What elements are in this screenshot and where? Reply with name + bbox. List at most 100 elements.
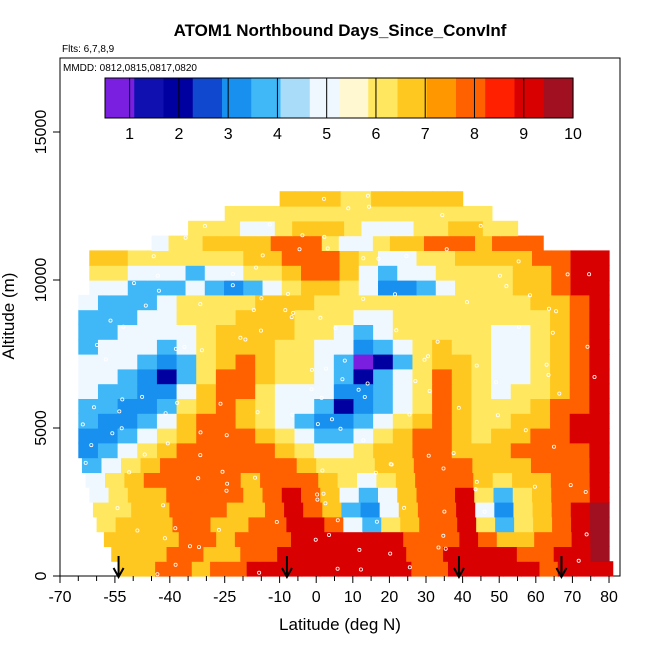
heatmap-cell [589, 383, 610, 399]
heatmap-cell [176, 294, 197, 311]
colorbar-swatch [280, 78, 311, 118]
heatmap-cell [151, 235, 170, 251]
heatmap-cell [301, 561, 321, 577]
heatmap-cell [491, 457, 513, 473]
heatmap-cell [338, 561, 358, 577]
observation-point [220, 469, 225, 474]
heatmap-cell [412, 294, 433, 311]
heatmap-cell [552, 531, 573, 547]
heatmap-cell [451, 354, 473, 370]
heatmap-cell [398, 502, 419, 518]
observation-point [388, 551, 393, 556]
arrow-head [555, 567, 568, 580]
heatmap-cell [476, 516, 496, 533]
x-tick-label: 30 [417, 589, 435, 606]
heatmap-cell [134, 516, 155, 533]
heatmap-cell [196, 368, 217, 385]
x-tick-label: -40 [158, 589, 181, 606]
heatmap-cell [97, 368, 119, 385]
profile-arrow [453, 556, 465, 580]
observation-point [313, 537, 318, 542]
heatmap-cell [185, 280, 206, 296]
heatmap-cell [148, 546, 168, 562]
heatmap-cell [530, 309, 551, 325]
heatmap-cell [156, 368, 178, 385]
heatmap-cell [218, 457, 239, 473]
heatmap-cell [173, 561, 193, 577]
heatmap-cell [435, 265, 456, 281]
observation-point [162, 536, 167, 541]
heatmap-cell [460, 206, 477, 222]
heatmap-cell [550, 324, 571, 340]
heatmap-cell [108, 487, 129, 503]
observation-point [315, 492, 320, 497]
observation-point [218, 401, 223, 406]
heatmap-cell [117, 309, 138, 325]
heatmap-cell [373, 428, 394, 444]
observation-point [592, 374, 597, 379]
heatmap-cell [502, 561, 522, 577]
heatmap-cell [137, 413, 158, 429]
heatmap-cell [188, 220, 207, 237]
heatmap-cell [78, 324, 99, 340]
heatmap-cell [516, 546, 536, 562]
heatmap-cell [369, 546, 389, 562]
heatmap-cell [440, 235, 459, 251]
heatmap-cell [314, 546, 334, 562]
heatmap-cell [117, 413, 138, 429]
heatmap-cell [550, 368, 571, 385]
heatmap-cell [243, 280, 264, 296]
heatmap-cell [569, 294, 590, 311]
heatmap-cell [495, 516, 515, 533]
heatmap-cell [443, 546, 463, 562]
heatmap-cell [294, 309, 315, 325]
heatmap-cell [117, 294, 138, 311]
heatmap-cell [534, 531, 554, 547]
heatmap-cell [314, 354, 335, 370]
heatmap-cell [392, 428, 414, 444]
heatmap-cell [274, 220, 293, 237]
observation-point [224, 488, 229, 493]
heatmap-cell [412, 339, 433, 355]
observation-point [474, 363, 479, 368]
observation-point [340, 377, 345, 382]
x-tick-label: 80 [600, 589, 618, 606]
heatmap-cell [228, 561, 248, 577]
heatmap-cell [264, 561, 284, 577]
heatmap-cell [176, 428, 197, 444]
heatmap-cell [374, 561, 394, 577]
heatmap-cell [97, 309, 119, 325]
heatmap-cell [78, 398, 99, 414]
heatmap-cell [392, 413, 414, 429]
heatmap-cell [196, 294, 217, 311]
observation-point [325, 246, 330, 251]
observation-point [389, 462, 394, 467]
heatmap-cell [340, 191, 357, 207]
heatmap-cell [350, 206, 367, 222]
heatmap-cell [432, 442, 453, 459]
heatmap-cell [256, 206, 273, 222]
observation-point [361, 296, 366, 301]
observation-point [407, 412, 412, 417]
heatmap-cell [328, 531, 348, 547]
heatmap-cell [166, 546, 186, 562]
heatmap-cell [432, 413, 453, 429]
heatmap-cell [136, 561, 156, 577]
heatmap-cell [294, 413, 315, 429]
heatmap-cell [215, 383, 237, 399]
heatmap-cell [373, 398, 394, 414]
heatmap-cell [471, 339, 492, 355]
observation-point [187, 544, 192, 549]
heatmap-cell [243, 250, 264, 266]
observation-point [80, 422, 85, 427]
observation-point [143, 303, 148, 308]
heatmap-cell [240, 220, 259, 237]
heatmap-cell [357, 472, 377, 488]
heatmap-cell [127, 487, 148, 503]
heatmap-cell [378, 265, 398, 281]
heatmap-cell [294, 191, 311, 207]
heatmap-cell [569, 413, 590, 429]
heatmap-cell [122, 531, 142, 547]
heatmap-cell [215, 324, 237, 340]
observation-point [444, 247, 449, 252]
